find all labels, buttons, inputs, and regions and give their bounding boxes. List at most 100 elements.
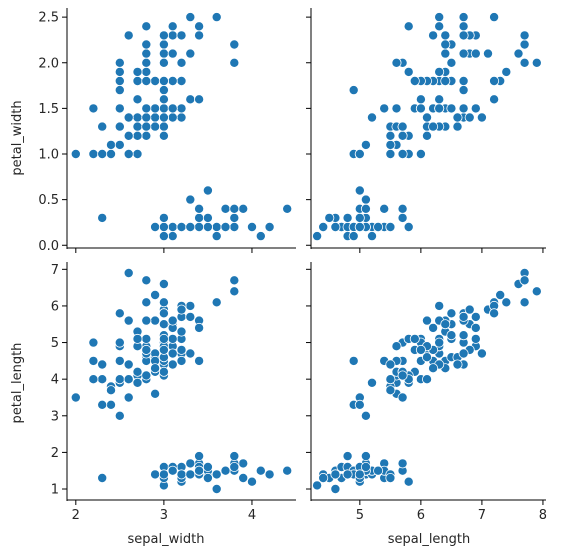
data-point [355, 186, 364, 195]
x-tick-label: 7 [478, 508, 486, 523]
data-point [404, 67, 413, 76]
data-point [221, 466, 230, 475]
data-point [386, 473, 395, 482]
data-point [367, 113, 376, 122]
data-point [151, 389, 160, 398]
data-point [239, 473, 248, 482]
data-point [106, 149, 115, 158]
data-point [465, 113, 474, 122]
data-point [349, 86, 358, 95]
data-point [230, 222, 239, 231]
data-point [142, 316, 151, 325]
data-point [177, 76, 186, 85]
data-point [212, 298, 221, 307]
data-point [230, 452, 239, 461]
data-point [98, 149, 107, 158]
y-tick-label: 4 [51, 373, 59, 388]
data-point [159, 31, 168, 40]
data-point [471, 104, 480, 113]
data-point [151, 104, 160, 113]
data-point [195, 466, 204, 475]
data-point [416, 95, 425, 104]
data-point [435, 13, 444, 22]
data-point [404, 22, 413, 31]
data-point [355, 470, 364, 479]
data-point [159, 367, 168, 376]
data-point [429, 323, 438, 332]
data-point [471, 323, 480, 332]
data-point [115, 86, 124, 95]
data-point [361, 204, 370, 213]
data-point [177, 470, 186, 479]
data-point [416, 104, 425, 113]
y-tick-label: 3 [51, 409, 59, 424]
data-point [230, 276, 239, 285]
data-point [256, 232, 265, 241]
y-tick-label: 2.0 [38, 56, 59, 71]
data-point [159, 76, 168, 85]
data-point [265, 470, 274, 479]
data-point [151, 76, 160, 85]
data-point [398, 371, 407, 380]
data-point [177, 104, 186, 113]
data-point [98, 122, 107, 131]
data-point [343, 452, 352, 461]
data-point [151, 222, 160, 231]
data-point [435, 338, 444, 347]
data-point [115, 104, 124, 113]
data-point [349, 356, 358, 365]
data-point [212, 222, 221, 231]
panel-pw-vs-sw: 0.0 0.5 1.0 1.5 2.0 2.5 [38, 8, 296, 254]
data-point [331, 484, 340, 493]
data-point [71, 149, 80, 158]
data-point [398, 122, 407, 131]
data-point [168, 76, 177, 85]
data-point [195, 95, 204, 104]
data-point [230, 287, 239, 296]
data-point [124, 113, 133, 122]
data-point [398, 131, 407, 140]
data-point [221, 222, 230, 231]
data-point [435, 104, 444, 113]
data-point [142, 49, 151, 58]
data-point [283, 204, 292, 213]
data-point [435, 22, 444, 31]
data-point [195, 31, 204, 40]
data-point [177, 113, 186, 122]
data-point [459, 104, 468, 113]
data-point [429, 31, 438, 40]
data-point [212, 13, 221, 22]
data-point [361, 462, 370, 471]
data-point [416, 149, 425, 158]
data-point [71, 393, 80, 402]
y-tick-label: 7 [51, 263, 59, 278]
data-point [313, 481, 322, 490]
data-point [195, 213, 204, 222]
data-point [355, 400, 364, 409]
data-point [186, 470, 195, 479]
data-point [203, 473, 212, 482]
y-tick-label: 1.5 [38, 102, 59, 117]
data-point [115, 309, 124, 318]
data-point [386, 375, 395, 384]
y-tick-label: 6 [51, 299, 59, 314]
data-point [168, 334, 177, 343]
data-point [168, 113, 177, 122]
data-point [159, 279, 168, 288]
data-point [106, 140, 115, 149]
data-point [124, 31, 133, 40]
data-point [168, 49, 177, 58]
data-point [115, 76, 124, 85]
data-point [142, 113, 151, 122]
data-point [106, 400, 115, 409]
data-point [429, 364, 438, 373]
data-point [203, 186, 212, 195]
data-point [520, 298, 529, 307]
data-point [386, 222, 395, 231]
data-point [212, 484, 221, 493]
data-point [142, 276, 151, 285]
data-point [151, 290, 160, 299]
data-point [133, 76, 142, 85]
data-point [124, 268, 133, 277]
data-point [514, 49, 523, 58]
